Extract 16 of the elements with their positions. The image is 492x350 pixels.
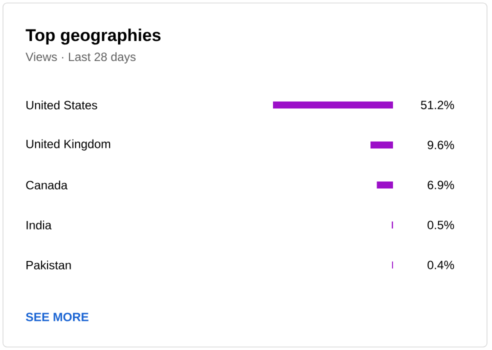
y-tick-label: United States xyxy=(26,100,98,110)
bar xyxy=(273,101,393,108)
y-tick-label: United Kingdom xyxy=(26,139,110,151)
data-label: 9.6% xyxy=(428,140,454,150)
bar xyxy=(370,141,393,148)
y-tick-label: India xyxy=(26,220,52,230)
y-tick-label: Canada xyxy=(26,180,68,190)
data-label: 51.2% xyxy=(420,100,454,110)
data-label: 0.5% xyxy=(428,220,454,230)
text: SEE MORE xyxy=(26,312,88,322)
text: Top geographies xyxy=(26,28,161,45)
data-label: 0.4% xyxy=(428,260,454,270)
text: Views · Last 28 days xyxy=(26,52,136,64)
y-tick-label: Pakistan xyxy=(26,260,71,270)
bar xyxy=(376,181,393,188)
data-label: 6.9% xyxy=(428,180,454,190)
